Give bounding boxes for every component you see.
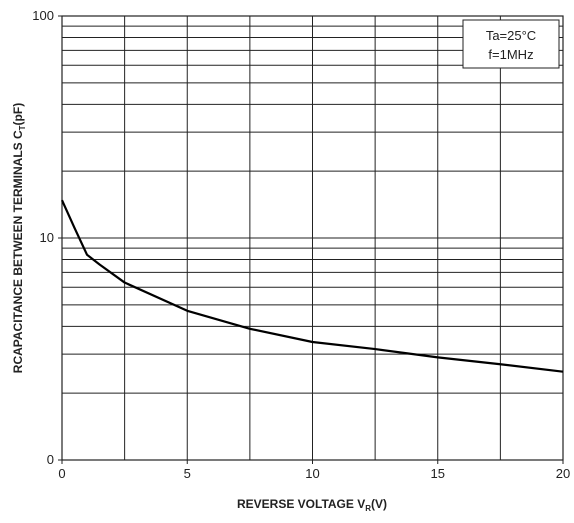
x-tick-label: 10 [305, 466, 319, 481]
x-axis-label: REVERSE VOLTAGE VR(V) [237, 497, 387, 513]
y-tick-label: 10 [40, 230, 54, 245]
x-tick-label: 20 [556, 466, 570, 481]
annotation-box [462, 19, 560, 69]
y-axis-label: RCAPACITANCE BETWEEN TERMINALS CT(pF) [11, 103, 27, 373]
annotation: f=1MHz [488, 47, 533, 62]
x-tick-label: 5 [184, 466, 191, 481]
y-tick-label: 0 [47, 452, 54, 467]
annotation: Ta=25°C [486, 28, 536, 43]
x-tick-label: 0 [58, 466, 65, 481]
y-tick-label: 100 [32, 8, 54, 23]
x-tick-label: 15 [431, 466, 445, 481]
data-line [60, 199, 564, 373]
